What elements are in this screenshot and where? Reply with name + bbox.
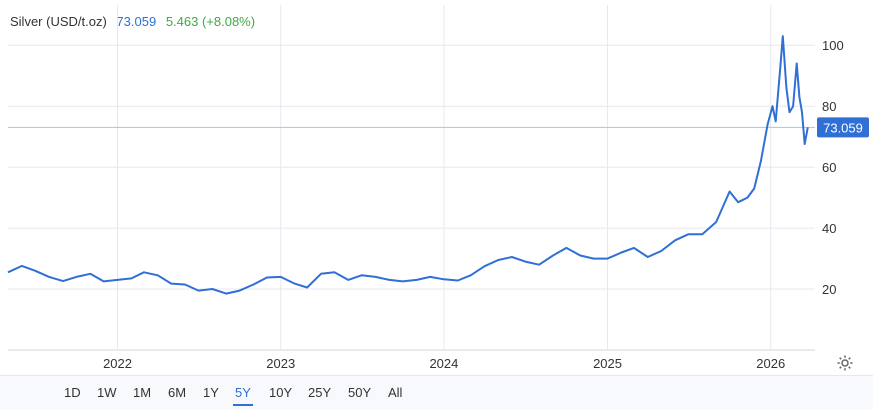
- range-button-6m[interactable]: 6M: [168, 385, 187, 400]
- chart-header: Silver (USD/t.oz) 73.059 5.463 (+8.08%): [10, 14, 261, 29]
- axis-labels: 20 40 60 80 100 2022 2023 2024 2025 2026 73.059: [103, 38, 869, 371]
- price-tag-label: 73.059: [823, 120, 863, 135]
- y-tick-label: 80: [822, 99, 836, 114]
- range-button-5y[interactable]: 5Y: [233, 385, 253, 406]
- range-button-10y[interactable]: 10Y: [269, 385, 293, 400]
- gear-icon[interactable]: [836, 354, 854, 372]
- chart-plot[interactable]: 20 40 60 80 100 2022 2023 2024 2025 2026 73.059: [0, 0, 873, 375]
- series-layer: [7, 35, 815, 295]
- current-price: 73.059: [116, 14, 157, 29]
- y-tick-label: 60: [822, 160, 836, 175]
- range-button-50y[interactable]: 50Y: [348, 385, 372, 400]
- range-button-1y[interactable]: 1Y: [203, 385, 219, 400]
- x-tick-label: 2025: [593, 356, 622, 371]
- range-button-all[interactable]: All: [388, 385, 403, 400]
- grid-lines: [8, 5, 815, 351]
- time-range-selector: 1D 1W 1M 6M 1Y 5Y 10Y 25Y 50Y All: [0, 375, 873, 410]
- range-button-1m[interactable]: 1M: [133, 385, 152, 400]
- x-tick-label: 2023: [266, 356, 295, 371]
- y-tick-label: 100: [822, 38, 844, 53]
- x-tick-label: 2026: [756, 356, 785, 371]
- current-price-tag: 73.059: [817, 117, 869, 138]
- range-button-1w[interactable]: 1W: [97, 385, 117, 400]
- price-change: 5.463 (+8.08%): [165, 14, 256, 29]
- instrument-name: Silver (USD/t.oz): [10, 14, 107, 29]
- y-tick-label: 40: [822, 221, 836, 236]
- x-tick-label: 2024: [429, 356, 458, 371]
- series-line: [7, 35, 809, 295]
- x-tick-label: 2022: [103, 356, 132, 371]
- y-tick-label: 20: [822, 282, 836, 297]
- range-button-1d[interactable]: 1D: [64, 385, 81, 400]
- range-button-25y[interactable]: 25Y: [308, 385, 332, 400]
